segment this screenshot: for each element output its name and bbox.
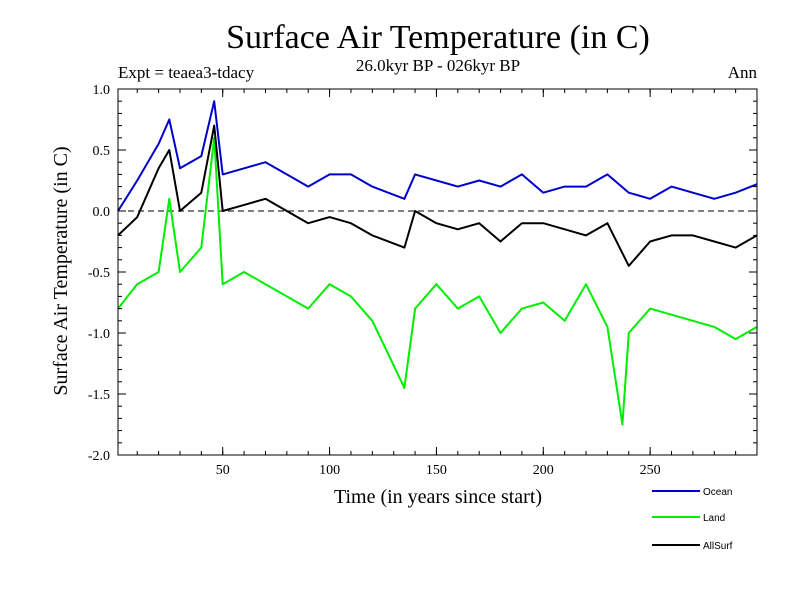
- legend: Ocean Land AllSurf: [652, 487, 733, 552]
- x-tick-label: 150: [426, 463, 447, 478]
- y-tick-label: -1.5: [88, 388, 110, 403]
- y-tick-label: -0.5: [88, 266, 110, 281]
- y-tick-label: -1.0: [88, 327, 110, 342]
- chart-title: Surface Air Temperature (in C): [226, 19, 650, 56]
- series-line-land: [117, 136, 758, 426]
- chart-subtitle: 26.0kyr BP - 026kyr BP: [356, 56, 520, 75]
- period-label: Ann: [728, 63, 758, 82]
- y-tick-label: 1.0: [93, 83, 111, 98]
- x-tick-label: 250: [640, 463, 661, 478]
- legend-label-allsurf: AllSurf: [703, 541, 733, 552]
- axes-layer: 50 100 150 200 250 1.0 0.5 0.0 -0.5 -1.0 -1.5 -2.0: [88, 83, 758, 478]
- x-tick-label: 100: [319, 463, 340, 478]
- y-axis-label: Surface Air Temperature (in C): [50, 146, 72, 395]
- series-line-allsurf: [117, 124, 758, 267]
- x-tick-label: 200: [533, 463, 554, 478]
- experiment-label: Expt = teaea3-tdacy: [118, 63, 255, 82]
- legend-label-land: Land: [703, 513, 725, 524]
- y-tick-label: 0.5: [93, 144, 111, 159]
- y-tick-label: -2.0: [88, 449, 110, 464]
- x-tick-label: 50: [216, 463, 230, 478]
- series-line-ocean: [117, 100, 758, 212]
- series-layer: [117, 100, 758, 426]
- x-axis-label: Time (in years since start): [334, 486, 542, 508]
- legend-label-ocean: Ocean: [703, 487, 732, 498]
- y-tick-label: 0.0: [93, 205, 111, 220]
